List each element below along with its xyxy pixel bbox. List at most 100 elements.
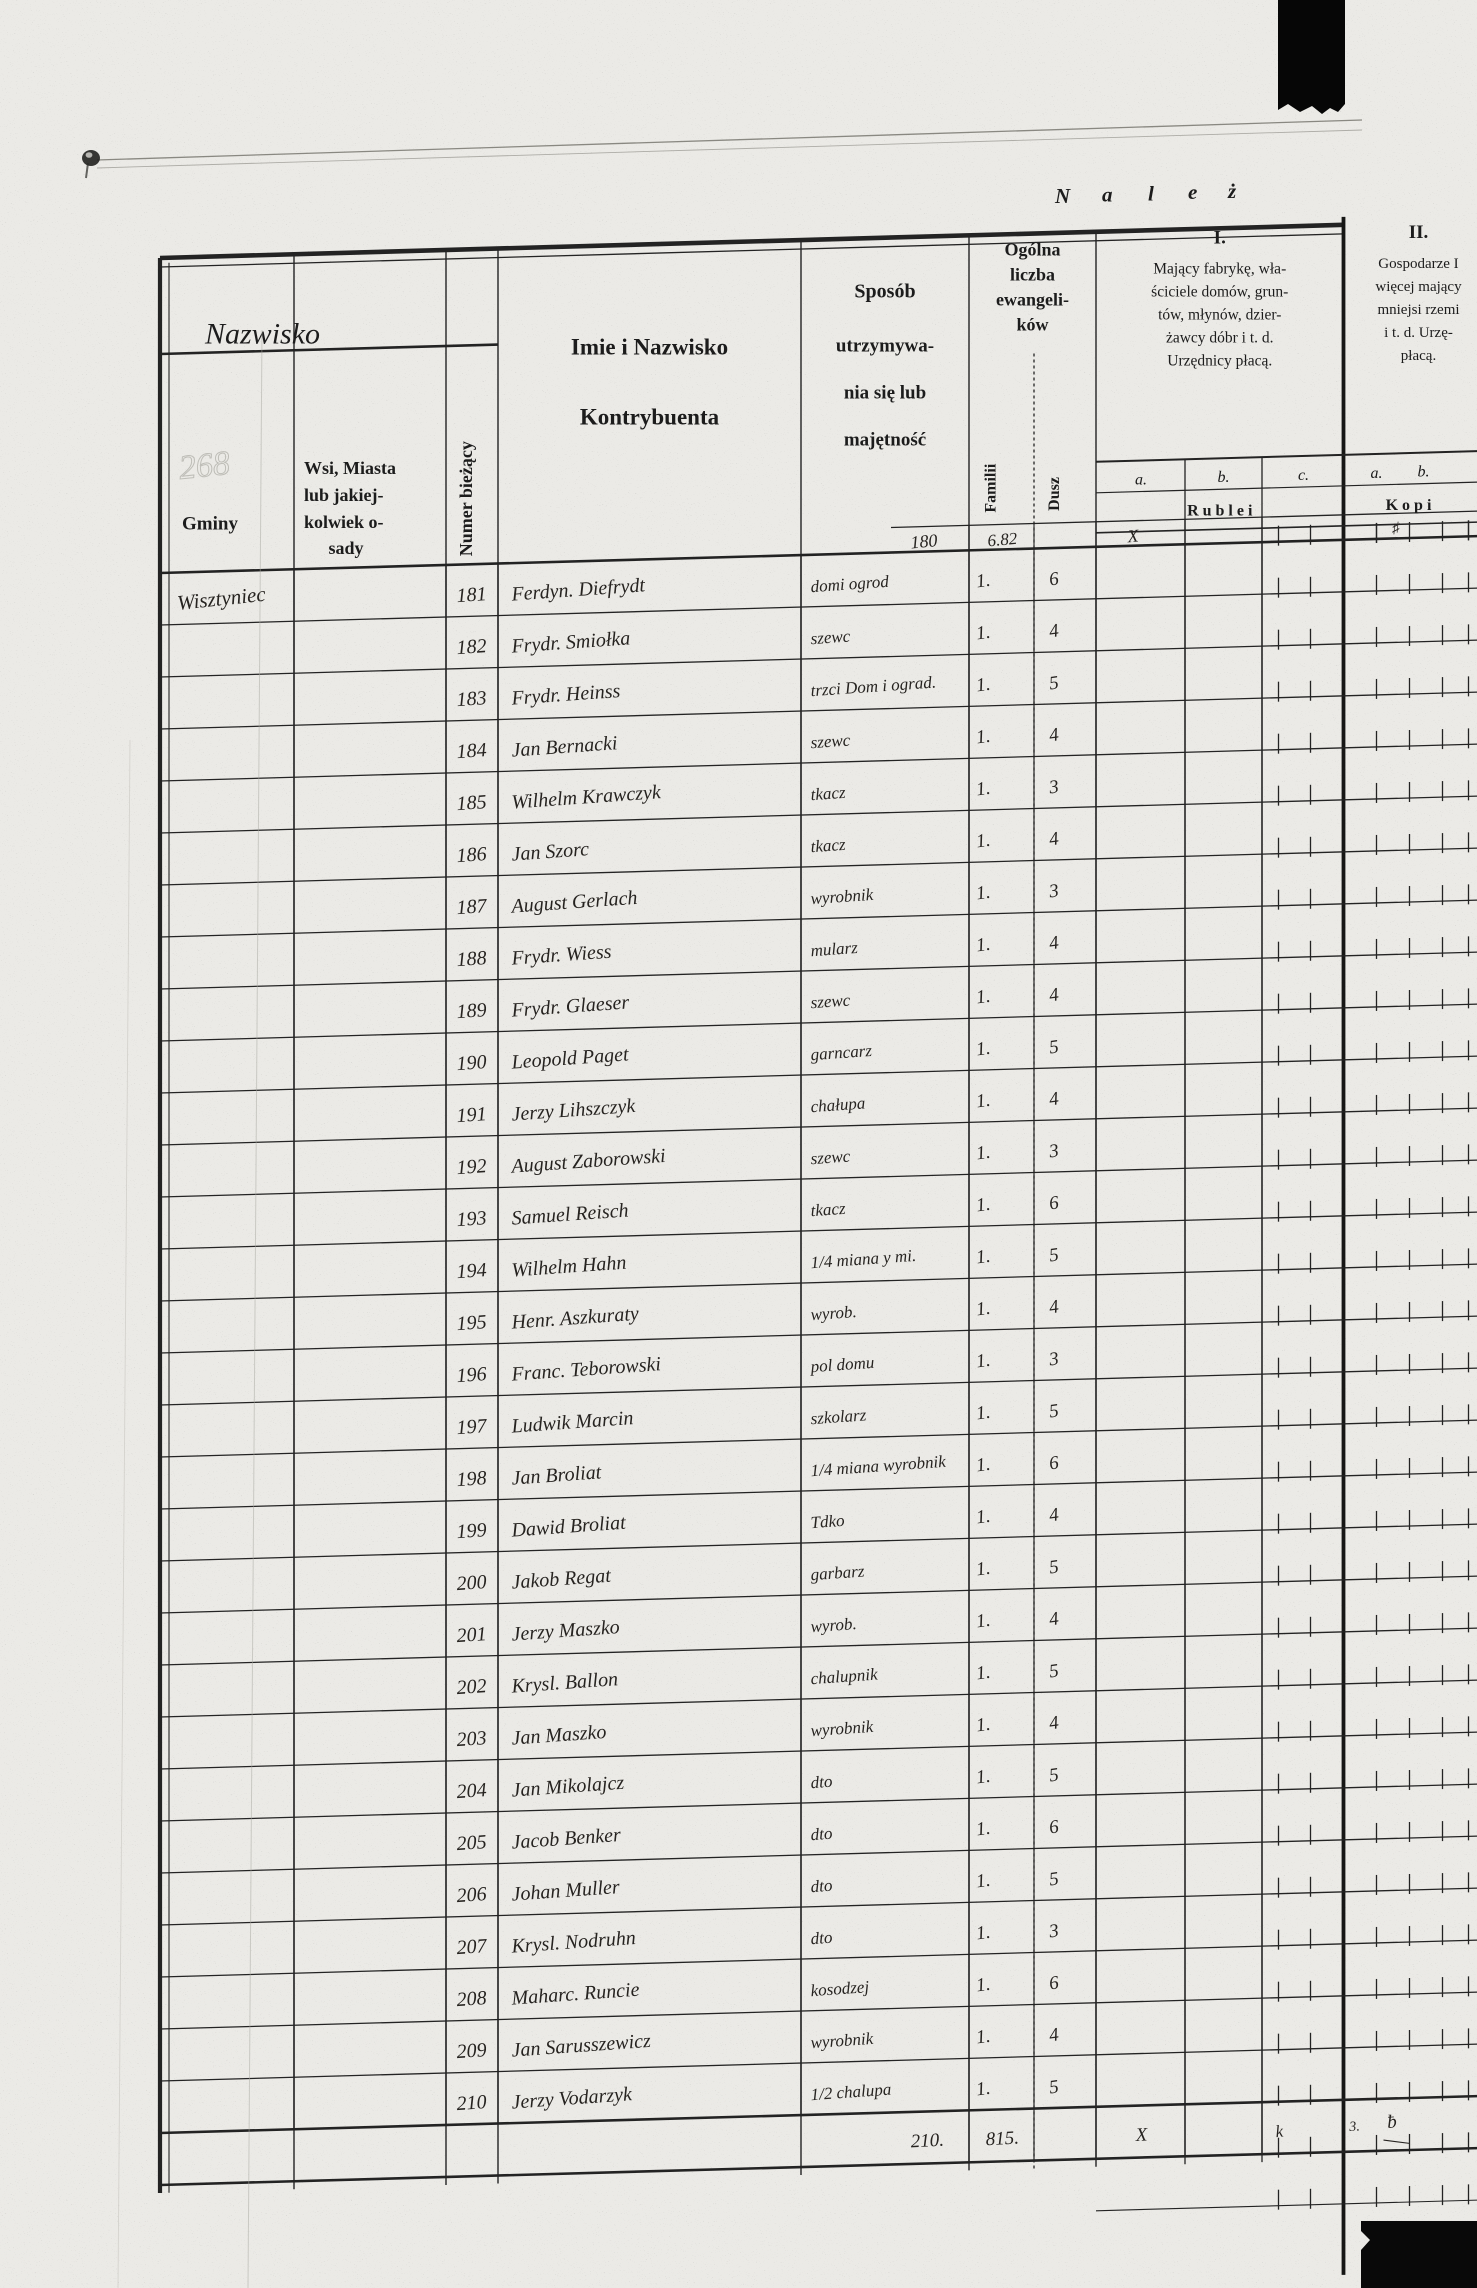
svg-text:l: l <box>1148 181 1154 205</box>
svg-text:1.: 1. <box>975 1974 992 1997</box>
svg-text:tkacz: tkacz <box>810 835 847 856</box>
svg-text:1.: 1. <box>975 1142 992 1165</box>
svg-text:garbarz: garbarz <box>810 1561 865 1584</box>
svg-text:201: 201 <box>456 1623 487 1647</box>
svg-text:205: 205 <box>456 1831 487 1855</box>
svg-text:c.: c. <box>1298 467 1309 484</box>
svg-text:K o p i: K o p i <box>1386 497 1432 514</box>
svg-text:Numer bieżący: Numer bieżący <box>456 441 476 556</box>
svg-text:181: 181 <box>456 583 487 607</box>
svg-text:192: 192 <box>456 1155 487 1179</box>
svg-text:e: e <box>1188 180 1197 204</box>
svg-text:Imie i Nazwisko: Imie i Nazwisko <box>571 334 728 359</box>
svg-text:i t. d. Urzę-: i t. d. Urzę- <box>1384 325 1453 341</box>
svg-text:195: 195 <box>456 1311 487 1335</box>
svg-text:185: 185 <box>456 791 487 815</box>
svg-text:a.: a. <box>1371 465 1383 482</box>
svg-text:Urzędnicy płacą.: Urzędnicy płacą. <box>1167 352 1272 369</box>
svg-text:194: 194 <box>456 1259 487 1283</box>
svg-text:3.: 3. <box>1348 2120 1360 2136</box>
svg-text:184: 184 <box>456 739 487 763</box>
svg-text:182: 182 <box>456 635 487 659</box>
svg-text:N: N <box>1054 184 1071 208</box>
svg-text:200: 200 <box>456 1571 487 1595</box>
svg-text:a.: a. <box>1135 472 1147 489</box>
svg-text:szewc: szewc <box>810 626 851 648</box>
svg-text:1.: 1. <box>975 986 992 1009</box>
svg-text:815.: 815. <box>985 2128 1019 2151</box>
svg-text:1.: 1. <box>975 1506 992 1529</box>
svg-text:210.: 210. <box>910 2130 944 2153</box>
svg-text:206: 206 <box>456 1883 487 1907</box>
svg-text:tów, młynów, dzier-: tów, młynów, dzier- <box>1158 306 1281 323</box>
svg-text:II.: II. <box>1409 222 1429 243</box>
svg-text:majętność: majętność <box>844 430 926 451</box>
svg-text:6.82: 6.82 <box>987 529 1019 551</box>
svg-text:1.: 1. <box>975 2078 992 2101</box>
svg-text:dto: dto <box>810 1772 833 1792</box>
svg-text:ż: ż <box>1227 179 1237 203</box>
svg-text:nia się lub: nia się lub <box>844 383 926 404</box>
svg-text:Mający fabrykę, wła-: Mający fabrykę, wła- <box>1153 260 1286 277</box>
svg-text:1.: 1. <box>975 1298 992 1321</box>
svg-text:Wsi, Miasta: Wsi, Miasta <box>304 458 396 478</box>
svg-text:b.: b. <box>1418 464 1430 481</box>
svg-text:209: 209 <box>456 2039 487 2063</box>
svg-text:dto: dto <box>810 1928 833 1948</box>
svg-text:1.: 1. <box>975 2026 992 2049</box>
svg-text:Tdko: Tdko <box>810 1511 845 1532</box>
svg-text:1.: 1. <box>975 1038 992 1061</box>
svg-text:1.: 1. <box>975 1454 992 1477</box>
svg-text:szewc: szewc <box>810 730 851 752</box>
svg-text:R u b l e i: R u b l e i <box>1187 502 1253 519</box>
svg-text:lub jakiej-: lub jakiej- <box>304 485 384 505</box>
svg-text:sady: sady <box>328 538 363 558</box>
svg-text:1.: 1. <box>975 778 992 801</box>
svg-text:203: 203 <box>456 1727 487 1751</box>
svg-text:liczba: liczba <box>1010 265 1055 285</box>
svg-text:kolwiek o-: kolwiek o- <box>304 512 384 532</box>
svg-text:202: 202 <box>456 1675 487 1699</box>
svg-text:wyrob.: wyrob. <box>810 1614 857 1636</box>
svg-text:268: 268 <box>177 445 232 487</box>
svg-text:utrzymywa-: utrzymywa- <box>836 336 934 357</box>
svg-text:1.: 1. <box>975 830 992 853</box>
svg-text:1.: 1. <box>975 1766 992 1789</box>
svg-text:199: 199 <box>456 1519 487 1543</box>
svg-text:dto: dto <box>810 1824 833 1844</box>
svg-text:208: 208 <box>456 1987 487 2011</box>
svg-text:Ogólna: Ogólna <box>1004 240 1060 260</box>
svg-text:1.: 1. <box>975 1870 992 1893</box>
svg-text:dto: dto <box>810 1876 833 1896</box>
svg-text:Gospodarze I: Gospodarze I <box>1378 256 1458 272</box>
svg-text:tkacz: tkacz <box>810 1199 847 1220</box>
svg-text:ewangeli-: ewangeli- <box>996 290 1069 310</box>
svg-text:1.: 1. <box>975 882 992 905</box>
svg-text:żawcy dóbr i t. d.: żawcy dóbr i t. d. <box>1166 329 1274 346</box>
svg-text:180: 180 <box>910 530 939 552</box>
svg-text:a: a <box>1102 183 1113 207</box>
svg-text:207: 207 <box>456 1935 488 1959</box>
svg-text:1.: 1. <box>975 1350 992 1373</box>
svg-text:186: 186 <box>456 843 487 867</box>
svg-text:1.: 1. <box>975 1402 992 1425</box>
svg-text:196: 196 <box>456 1363 487 1387</box>
svg-text:płacą.: płacą. <box>1401 348 1436 364</box>
svg-text:187: 187 <box>456 895 488 919</box>
svg-text:204: 204 <box>456 1779 487 1803</box>
svg-text:1.: 1. <box>975 1558 992 1581</box>
svg-text:188: 188 <box>456 947 487 971</box>
svg-text:I.: I. <box>1214 227 1226 248</box>
svg-text:1.: 1. <box>975 1090 992 1113</box>
svg-text:b.: b. <box>1218 469 1230 486</box>
svg-text:1.: 1. <box>975 622 992 645</box>
svg-text:198: 198 <box>456 1467 487 1491</box>
svg-text:1.: 1. <box>975 1194 992 1217</box>
svg-text:tkacz: tkacz <box>810 783 847 804</box>
svg-text:ków: ków <box>1016 315 1048 335</box>
svg-text:więcej mający: więcej mający <box>1375 279 1462 295</box>
svg-text:1.: 1. <box>975 1610 992 1633</box>
svg-text:1.: 1. <box>975 570 992 593</box>
svg-text:197: 197 <box>456 1415 488 1439</box>
svg-text:szkolarz: szkolarz <box>810 1405 867 1428</box>
